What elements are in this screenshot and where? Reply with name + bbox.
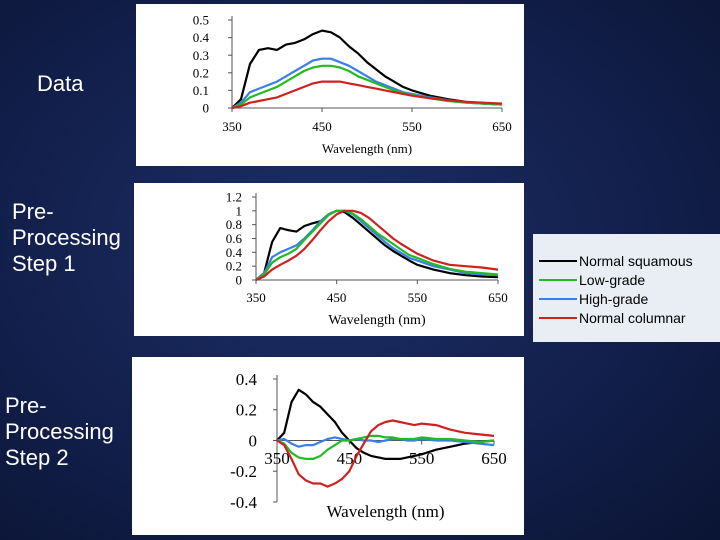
- legend-label: Normal squamous: [579, 253, 693, 269]
- x-axis-label: Wavelength (nm): [328, 313, 426, 328]
- series-line: [276, 388, 495, 460]
- y-tick-label: -0.4: [230, 493, 257, 512]
- chart-panel-step1: 0 0.2 0.4 0.6 0.8 1 1.2 350 450 550 650 Wavelength …: [134, 183, 524, 336]
- chart-panel-raw: 0 0.1 0.2 0.3 0.4 0.5 350 450 550 650 Wavelength (…: [136, 4, 524, 166]
- y-tick-label: 0.2: [226, 259, 242, 274]
- x-tick-label: 350: [246, 290, 266, 305]
- series-line: [231, 80, 503, 110]
- step1-line-2: Processing: [12, 225, 121, 250]
- x-tick-label: 550: [409, 449, 435, 468]
- y-tick-label: -0.2: [230, 462, 257, 481]
- y-tick-label: 0.6: [226, 231, 243, 246]
- legend-item: Low-grade: [539, 271, 645, 289]
- step2-line-2: Processing: [5, 419, 114, 444]
- x-axis-label: Wavelength (nm): [326, 502, 444, 521]
- x-tick-label: 650: [481, 449, 507, 468]
- step2-line-1: Pre-: [5, 393, 47, 418]
- data-label: Data: [37, 71, 84, 96]
- y-tick-label: 0.1: [193, 83, 209, 98]
- x-tick-label: 450: [312, 119, 332, 134]
- series-line: [255, 209, 499, 281]
- series-line: [255, 209, 499, 282]
- y-tick-label: 0.2: [236, 401, 257, 420]
- legend-item: Normal squamous: [539, 252, 693, 270]
- step1-label: Pre- Processing Step 1: [12, 199, 121, 277]
- series-line: [255, 209, 499, 281]
- legend-item: High-grade: [539, 290, 648, 308]
- x-tick-label: 550: [402, 119, 422, 134]
- normalized-spectra-chart: 00.20.40.60.811.2 350 450 550 650 Wavelength …: [226, 190, 508, 328]
- y-tick-label: 0: [203, 101, 210, 116]
- legend-swatch: [539, 260, 577, 262]
- series-line: [231, 29, 503, 109]
- x-tick-label: 450: [337, 449, 363, 468]
- chart-panel-step2: 0.4 0.2 0 -0.2 -0.4 350 450 550 650 Wavelength (n…: [132, 357, 524, 535]
- legend-swatch: [539, 317, 577, 319]
- x-tick-label: 550: [408, 290, 428, 305]
- legend-label: Normal columnar: [579, 310, 686, 326]
- step1-line-1: Pre-: [12, 199, 54, 224]
- legend-swatch: [539, 298, 577, 300]
- series-line: [276, 436, 495, 448]
- step1-line-3: Step 1: [12, 251, 76, 276]
- x-tick-label: 350: [264, 449, 290, 468]
- x-tick-label: 650: [492, 119, 512, 134]
- y-tick-label: 0.4: [226, 245, 243, 260]
- y-tick-label: 0.4: [236, 370, 258, 389]
- y-tick-label: 0.3: [193, 48, 209, 63]
- y-tick-label: 1: [236, 203, 243, 218]
- x-tick-label: 350: [222, 119, 242, 134]
- legend-label: High-grade: [579, 291, 649, 307]
- series-line: [276, 419, 495, 488]
- y-tick-label: 0.2: [193, 65, 209, 80]
- step2-line-3: Step 2: [5, 445, 69, 470]
- y-tick-label: 0.4: [193, 30, 210, 45]
- step2-label: Pre- Processing Step 2: [5, 393, 114, 471]
- x-tick-label: 450: [327, 290, 347, 305]
- chart-legend: Normal squamous Low-grade High-grade Nor…: [533, 234, 720, 342]
- y-tick-label: 0.8: [226, 217, 242, 232]
- legend-item: Normal columnar: [539, 309, 686, 327]
- x-axis-label: Wavelength (nm): [322, 141, 412, 156]
- y-tick-label: 0: [236, 273, 243, 288]
- series-line: [255, 209, 499, 281]
- legend-swatch: [539, 279, 577, 281]
- y-tick-label: 0.5: [193, 13, 209, 28]
- series-line: [276, 434, 495, 460]
- y-tick-label: 0: [249, 431, 258, 450]
- y-tick-label: 1.2: [226, 190, 242, 205]
- raw-spectra-chart: 0 0.1 0.2 0.3 0.4 0.5 350 450 550 650 Wavelength (…: [193, 13, 512, 156]
- derivative-spectra-chart: 0.4 0.2 0 -0.2 -0.4 350 450 550 650 Wavelength (n…: [230, 370, 507, 521]
- legend-label: Low-grade: [579, 272, 646, 288]
- x-tick-label: 650: [488, 290, 508, 305]
